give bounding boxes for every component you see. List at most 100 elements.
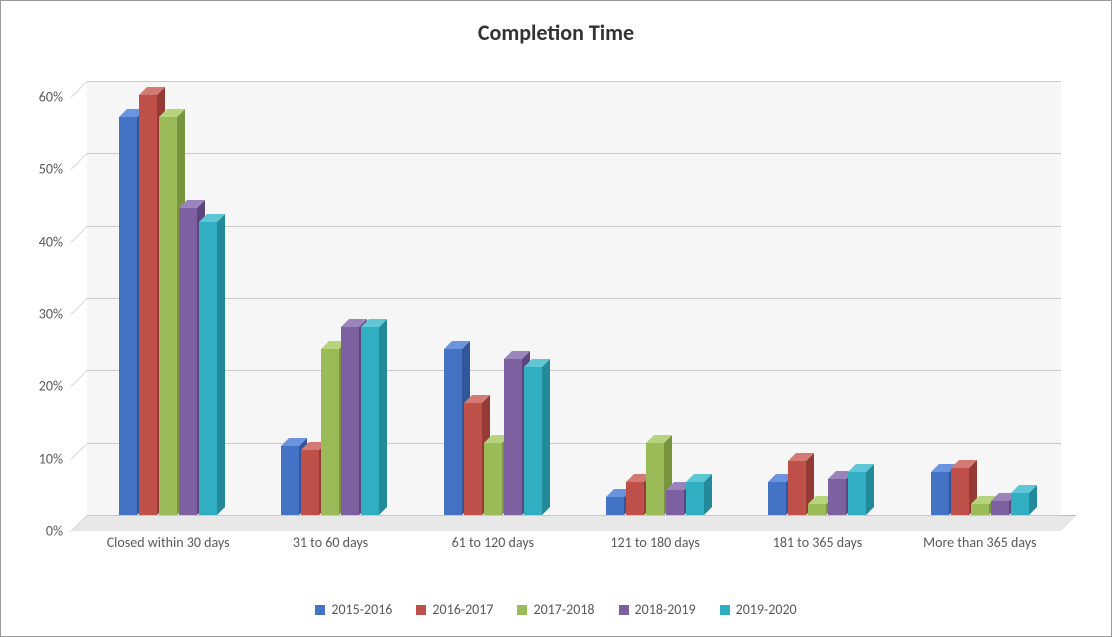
bar [686,482,704,515]
y-axis-tick-label: 30% [39,306,71,323]
gridline-depth [71,298,87,315]
bar [341,327,359,515]
bar-front-face [504,359,522,515]
bar-front-face [931,472,949,515]
category-group: 181 to 365 days [736,81,898,515]
bar [951,468,969,515]
bar-front-face [321,349,339,515]
legend-item: 2015-2016 [315,601,392,618]
bar [321,349,339,515]
bar [484,443,502,515]
y-axis-tick-label: 20% [39,378,71,395]
legend-label: 2016-2017 [432,601,493,618]
chart-legend: 2015-2016 2016-2017 2017-2018 2018-2019 2019… [1,601,1111,618]
bar-front-face [139,95,157,515]
bar-front-face [828,479,846,515]
bar [159,117,177,515]
legend-swatch [315,605,325,615]
bar-front-face [281,446,299,515]
gridline-depth [71,370,87,387]
bar-front-face [179,208,197,515]
bar [666,490,684,515]
bar-front-face [444,349,462,515]
legend-swatch [720,605,730,615]
x-axis-tick-label: 31 to 60 days [260,535,400,552]
y-axis-tick-label: 60% [39,89,71,106]
bar [991,501,1009,515]
legend-item: 2017-2018 [517,601,594,618]
bar-front-face [524,367,542,515]
bar [139,95,157,515]
x-axis-tick-label: Closed within 30 days [98,535,238,552]
chart-floor [71,515,1077,531]
chart-container: Completion Time 0%10%20%30%40%50%60% Clo… [0,0,1112,637]
bar [768,482,786,515]
bar [606,497,624,515]
bar [444,349,462,515]
bar-front-face [1011,493,1029,515]
bar [808,504,826,515]
gridline-depth [71,443,87,460]
plot-area: 0%10%20%30%40%50%60% Closed within 30 da… [71,81,1061,531]
y-axis-tick-label: 10% [39,450,71,467]
bar [361,327,379,515]
legend-label: 2019-2020 [736,601,797,618]
bar-front-face [808,504,826,515]
bar-front-face [666,490,684,515]
y-axis-tick-label: 0% [46,523,71,540]
bar-front-face [606,497,624,515]
gridline-depth [71,153,87,170]
bar-front-face [119,117,137,515]
bar-front-face [971,504,989,515]
bar-front-face [484,443,502,515]
legend-swatch [517,605,527,615]
bar-front-face [301,450,319,515]
legend-item: 2018-2019 [619,601,696,618]
category-group: 61 to 120 days [412,81,574,515]
bar-front-face [199,222,217,515]
bar [524,367,542,515]
x-axis-tick-label: 121 to 180 days [585,535,725,552]
category-group: Closed within 30 days [87,81,249,515]
legend-swatch [416,605,426,615]
bar-side-face [542,359,550,515]
bar [848,472,866,515]
bar [199,222,217,515]
bar [1011,493,1029,515]
category-group: More than 365 days [899,81,1061,515]
chart-title: Completion Time [1,19,1111,46]
bar [179,208,197,515]
bar-side-face [379,319,387,515]
bar-front-face [788,461,806,515]
bar-side-face [866,464,874,515]
bar-front-face [341,327,359,515]
bar-front-face [361,327,379,515]
bar [301,450,319,515]
bar [971,504,989,515]
legend-label: 2018-2019 [635,601,696,618]
bar [464,403,482,515]
bar-front-face [159,117,177,515]
y-axis-tick-label: 50% [39,161,71,178]
y-axis-tick-label: 40% [39,233,71,250]
bar [504,359,522,515]
x-axis-tick-label: 181 to 365 days [747,535,887,552]
bar-front-face [768,482,786,515]
bar [788,461,806,515]
legend-swatch [619,605,629,615]
bar-front-face [686,482,704,515]
bar [119,117,137,515]
legend-label: 2017-2018 [533,601,594,618]
x-axis-tick-label: More than 365 days [910,535,1050,552]
bar [931,472,949,515]
bar [281,446,299,515]
bar-front-face [626,482,644,515]
bar-front-face [951,468,969,515]
legend-item: 2019-2020 [720,601,797,618]
gridline [87,515,1061,516]
bar-front-face [646,443,664,515]
bar-side-face [217,214,225,515]
bar [828,479,846,515]
bar-front-face [848,472,866,515]
bar-front-face [991,501,1009,515]
